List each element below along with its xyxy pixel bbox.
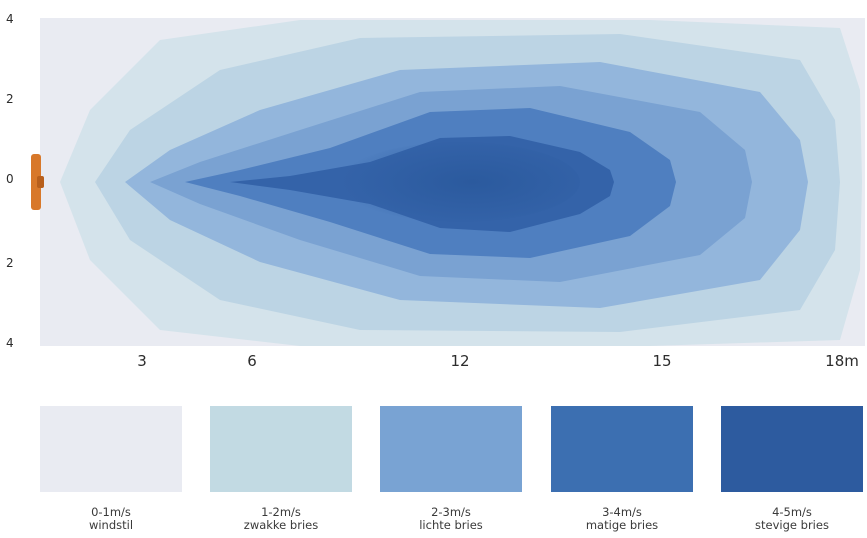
legend-description: stevige bries [755, 518, 829, 532]
legend-label: 3-4m/s matige bries [551, 506, 693, 532]
y-tick-label: 4 [6, 336, 14, 350]
wind-heatmap [31, 18, 865, 346]
legend-label: 1-2m/s zwakke bries [210, 506, 352, 532]
legend-description: windstil [88, 518, 134, 532]
legend-range: 1-2m/s [261, 505, 301, 519]
x-tick-label: 18m [825, 352, 859, 370]
y-tick-label: 0 [6, 172, 14, 186]
legend-item: 3-4m/s matige bries [551, 406, 693, 532]
legend-range: 3-4m/s [602, 505, 642, 519]
legend-item: 4-5m/s stevige bries [721, 406, 863, 532]
contour-core [340, 142, 580, 222]
y-tick-label: 4 [6, 12, 14, 26]
legend-range: 2-3m/s [431, 505, 471, 519]
legend-range: 4-5m/s [772, 505, 812, 519]
legend-label: 4-5m/s stevige bries [721, 506, 863, 532]
x-tick-label: 6 [247, 352, 257, 370]
x-tick-label: 3 [137, 352, 147, 370]
source-marker [31, 154, 41, 210]
legend-swatch [40, 406, 182, 492]
x-tick-label: 15 [652, 352, 672, 370]
legend-range: 0-1m/s [91, 505, 131, 519]
legend-label: 2-3m/s lichte bries [380, 506, 522, 532]
legend-description: zwakke bries [243, 518, 319, 532]
x-tick-label: 12 [450, 352, 470, 370]
legend-item: 0-1m/s windstil [40, 406, 182, 532]
legend-swatch [551, 406, 693, 492]
legend-swatch [380, 406, 522, 492]
legend-description: matige bries [585, 518, 659, 532]
legend-item: 2-3m/s lichte bries [380, 406, 522, 532]
legend-description: lichte bries [419, 518, 483, 532]
legend-swatch [210, 406, 352, 492]
legend-label: 0-1m/s windstil [40, 506, 182, 532]
source-marker-knob [37, 176, 44, 188]
legend-swatch [721, 406, 863, 492]
legend-item: 1-2m/s zwakke bries [210, 406, 352, 532]
legend: 0-1m/s windstil 1-2m/s zwakke bries 2-3m/s li… [0, 406, 867, 538]
y-tick-label: 2 [6, 92, 14, 106]
y-tick-label: 2 [6, 256, 14, 270]
